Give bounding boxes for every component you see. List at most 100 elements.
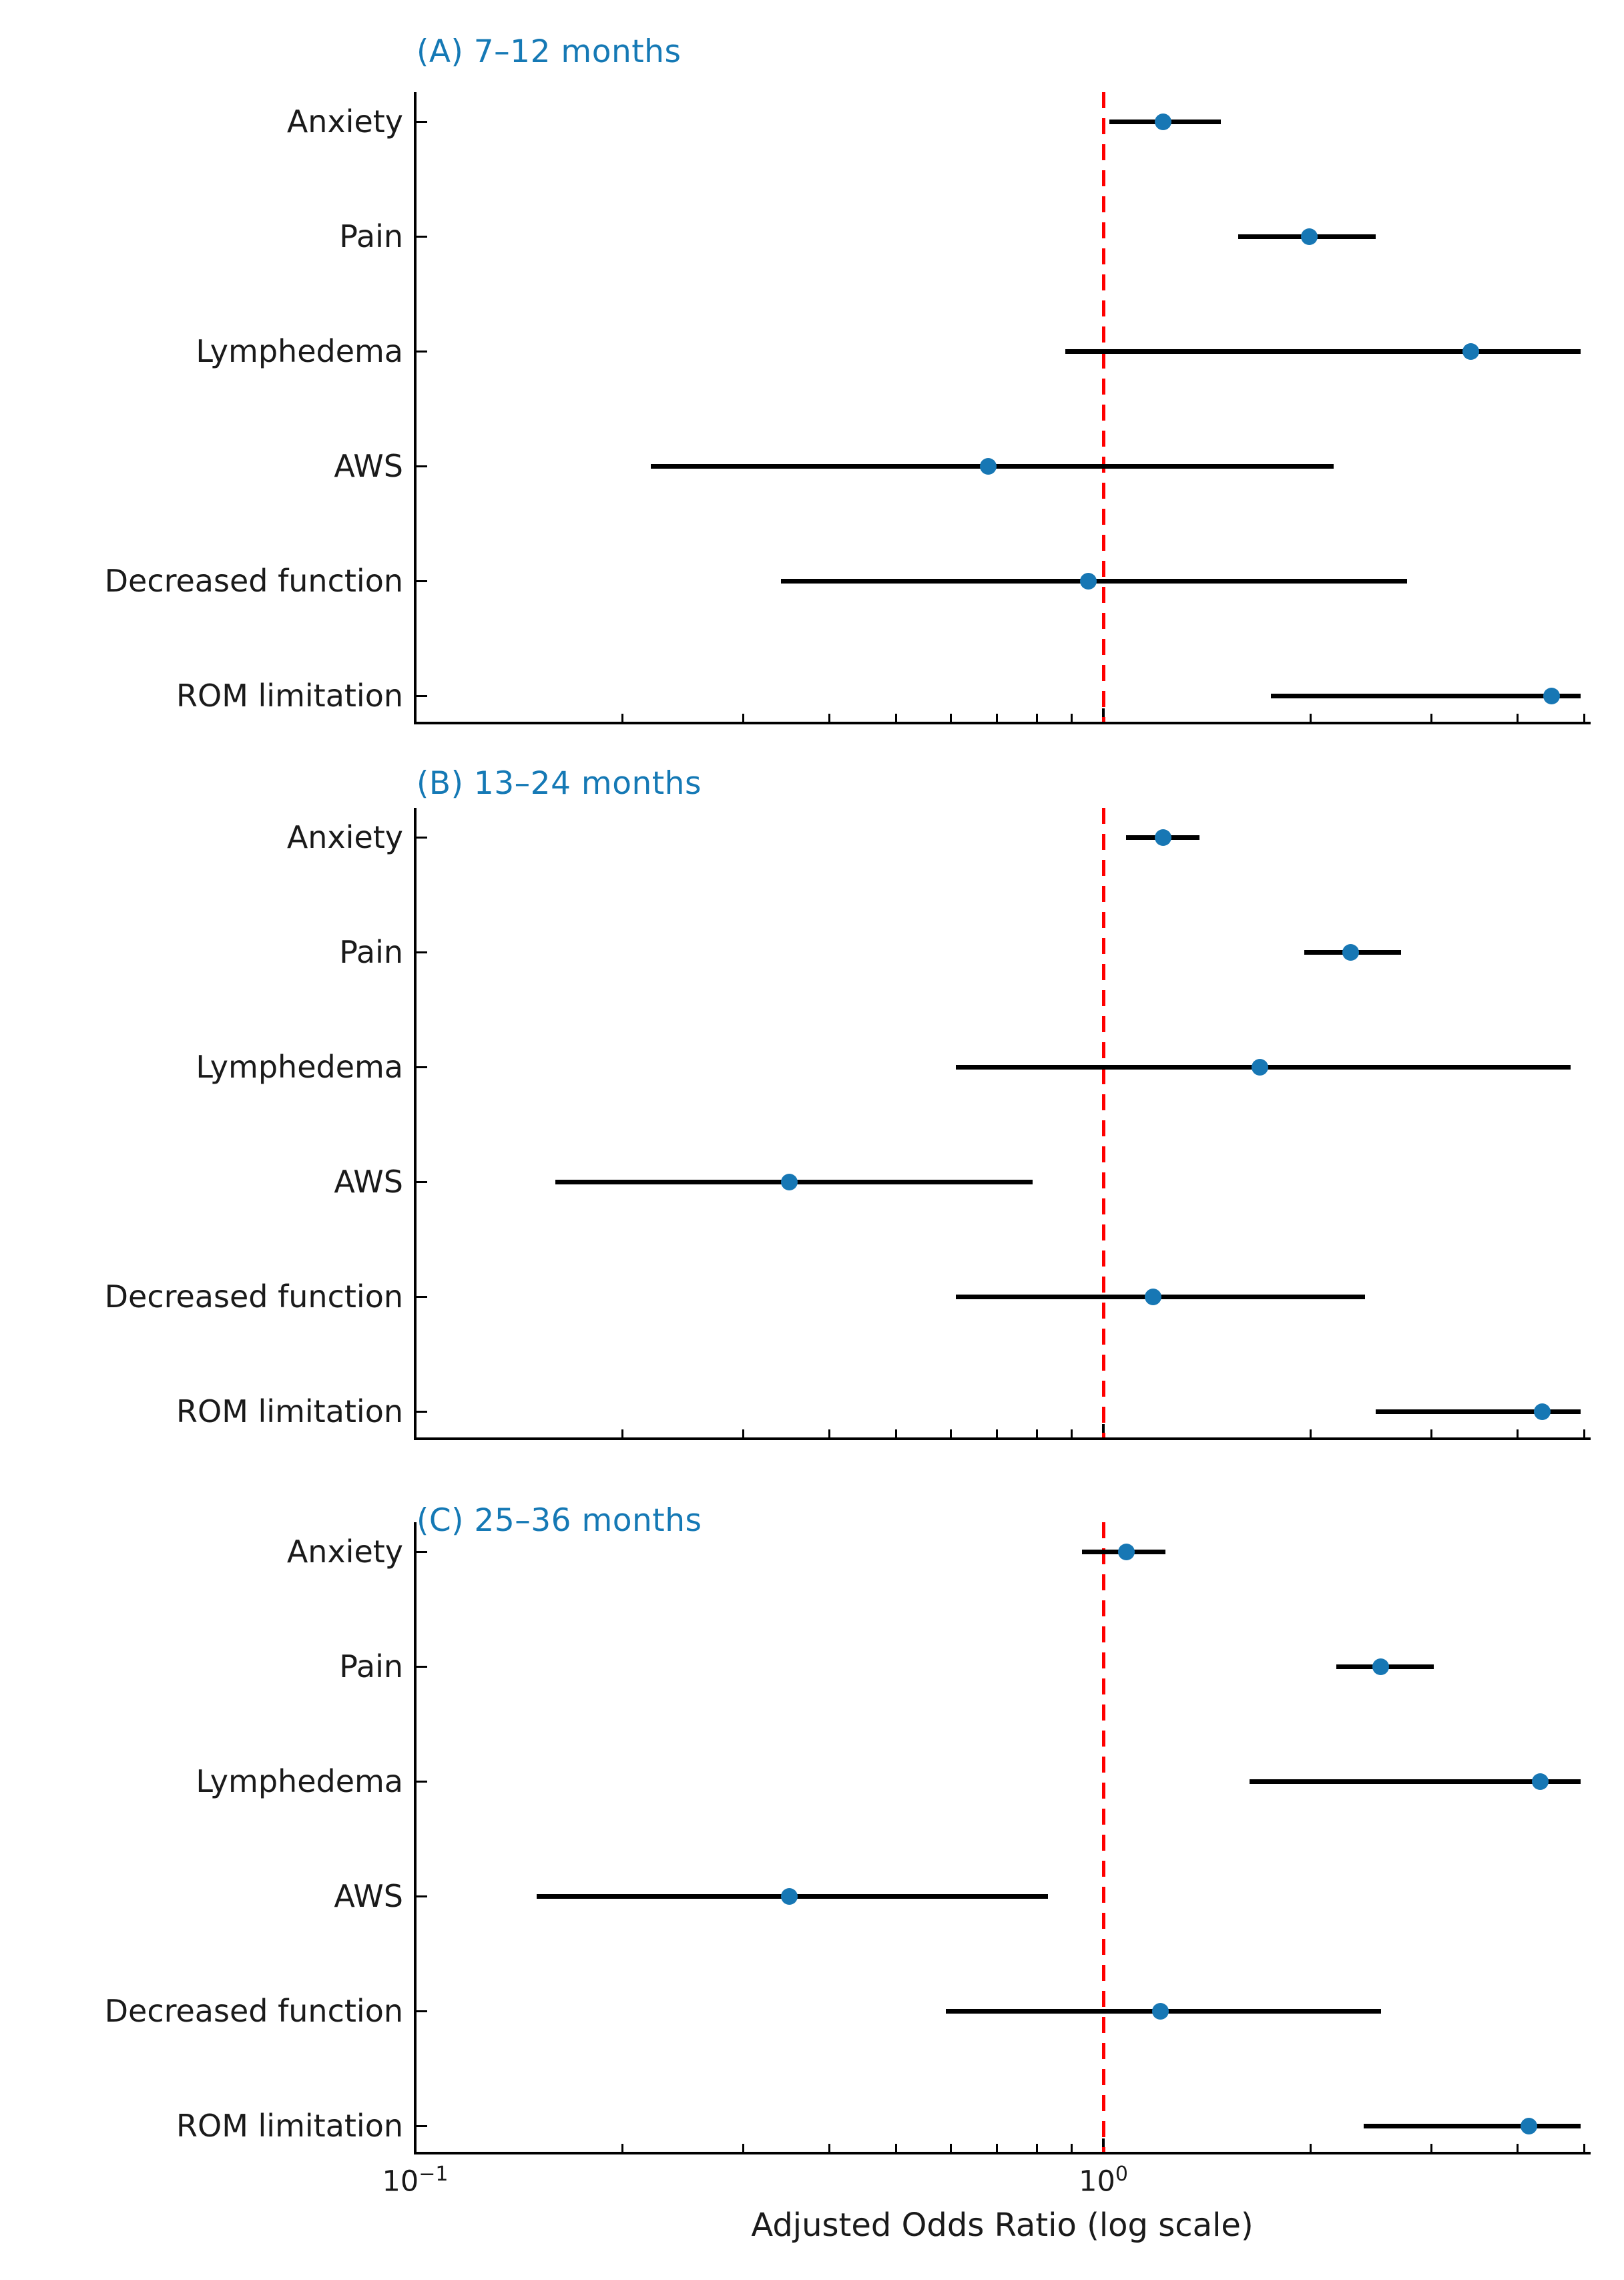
x-minor-tick: [949, 1429, 952, 1437]
x-minor-tick: [621, 2144, 623, 2152]
x-minor-tick: [949, 714, 952, 722]
category-label: AWS: [334, 1164, 403, 1200]
or-marker: [1117, 1543, 1135, 1560]
x-minor-tick: [995, 2144, 998, 2152]
x-minor-tick: [828, 2144, 831, 2152]
or-marker: [1520, 2117, 1537, 2134]
x-minor-tick: [742, 2144, 745, 2152]
x-minor-tick: [828, 1429, 831, 1437]
x-axis: [414, 722, 1591, 724]
category-label: ROM limitation: [176, 678, 403, 714]
x-tick-label-base: 10: [382, 2164, 419, 2199]
or-marker: [1342, 943, 1360, 961]
y-tick: [417, 1410, 427, 1413]
y-tick: [417, 120, 427, 123]
y-tick: [417, 465, 427, 467]
or-marker: [781, 1173, 798, 1190]
category-label: Decreased function: [104, 1279, 403, 1315]
x-minor-tick: [1035, 714, 1038, 722]
category-label: Pain: [339, 1648, 403, 1684]
or-marker: [1300, 228, 1318, 245]
y-tick: [417, 1780, 427, 1783]
x-minor-tick: [1071, 714, 1073, 722]
x-minor-tick: [1430, 2144, 1433, 2152]
x-minor-tick: [1035, 1429, 1038, 1437]
or-marker: [1531, 1773, 1549, 1790]
ci-line: [1065, 349, 1581, 354]
category-label: Pain: [339, 218, 403, 254]
x-minor-tick: [1430, 714, 1433, 722]
category-label: Decreased function: [104, 1993, 403, 2029]
x-minor-tick: [1309, 1429, 1312, 1437]
x-minor-tick: [1517, 714, 1519, 722]
x-axis: [414, 2152, 1591, 2154]
y-tick: [417, 1180, 427, 1183]
category-label: Pain: [339, 934, 403, 970]
or-marker: [1154, 113, 1171, 130]
or-marker: [1079, 572, 1097, 590]
x-minor-tick: [621, 1429, 623, 1437]
y-tick: [417, 350, 427, 353]
x-minor-tick: [1430, 1429, 1433, 1437]
y-tick: [417, 1550, 427, 1553]
y-tick: [417, 2010, 427, 2012]
y-tick: [417, 1895, 427, 1897]
category-label: Anxiety: [286, 1534, 403, 1570]
y-tick: [417, 694, 427, 697]
y-tick: [417, 1665, 427, 1668]
or-marker: [1462, 343, 1480, 360]
x-minor-tick: [1583, 2144, 1586, 2152]
x-minor-tick: [621, 714, 623, 722]
x-tick-label: 10−1: [342, 2162, 489, 2198]
category-label: ROM limitation: [176, 1393, 403, 1429]
category-label: AWS: [334, 1878, 403, 1914]
reference-line: [1101, 1522, 1105, 2152]
x-minor-tick: [995, 714, 998, 722]
y-tick: [417, 1066, 427, 1068]
reference-line: [1101, 92, 1105, 722]
or-marker: [1543, 687, 1560, 704]
or-marker: [1151, 2002, 1169, 2020]
y-axis: [414, 1522, 417, 2154]
x-tick-label-exponent: −1: [419, 2162, 449, 2186]
x-minor-tick: [1035, 2144, 1038, 2152]
y-tick: [417, 235, 427, 238]
category-label: Anxiety: [286, 103, 403, 140]
x-major-tick: [414, 1424, 417, 1437]
x-axis-label: Adjusted Odds Ratio (log scale): [751, 2207, 1254, 2244]
x-tick-label-exponent: 0: [1115, 2162, 1128, 2186]
or-marker: [979, 457, 997, 475]
or-marker: [781, 1887, 798, 1905]
y-axis: [414, 808, 417, 1440]
x-minor-tick: [1309, 2144, 1312, 2152]
x-minor-tick: [1583, 714, 1586, 722]
x-minor-tick: [1071, 1429, 1073, 1437]
or-marker: [1372, 1658, 1390, 1675]
reference-line: [1101, 808, 1105, 1437]
x-axis: [414, 1437, 1591, 1440]
panel-title: (C) 25–36 months: [417, 1502, 702, 1539]
or-marker: [1252, 1058, 1269, 1076]
x-major-tick: [414, 2138, 417, 2152]
y-axis: [414, 92, 417, 724]
panel-title: (B) 13–24 months: [417, 765, 702, 802]
x-minor-tick: [995, 1429, 998, 1437]
x-major-tick: [414, 708, 417, 722]
or-marker: [1533, 1403, 1551, 1420]
category-label: ROM limitation: [176, 2108, 403, 2144]
x-minor-tick: [895, 714, 898, 722]
ci-line: [1376, 1409, 1581, 1414]
panel-title: (A) 7–12 months: [417, 33, 682, 70]
or-marker: [1144, 1288, 1161, 1305]
y-tick: [417, 2124, 427, 2127]
x-minor-tick: [1071, 2144, 1073, 2152]
ci-line: [1249, 1779, 1581, 1784]
ci-line: [1364, 2123, 1581, 2128]
x-minor-tick: [1517, 2144, 1519, 2152]
ci-line: [1270, 693, 1581, 698]
x-tick-label: 100: [1030, 2162, 1177, 2198]
y-tick: [417, 580, 427, 582]
category-label: Lymphedema: [196, 1763, 403, 1799]
x-minor-tick: [1517, 1429, 1519, 1437]
